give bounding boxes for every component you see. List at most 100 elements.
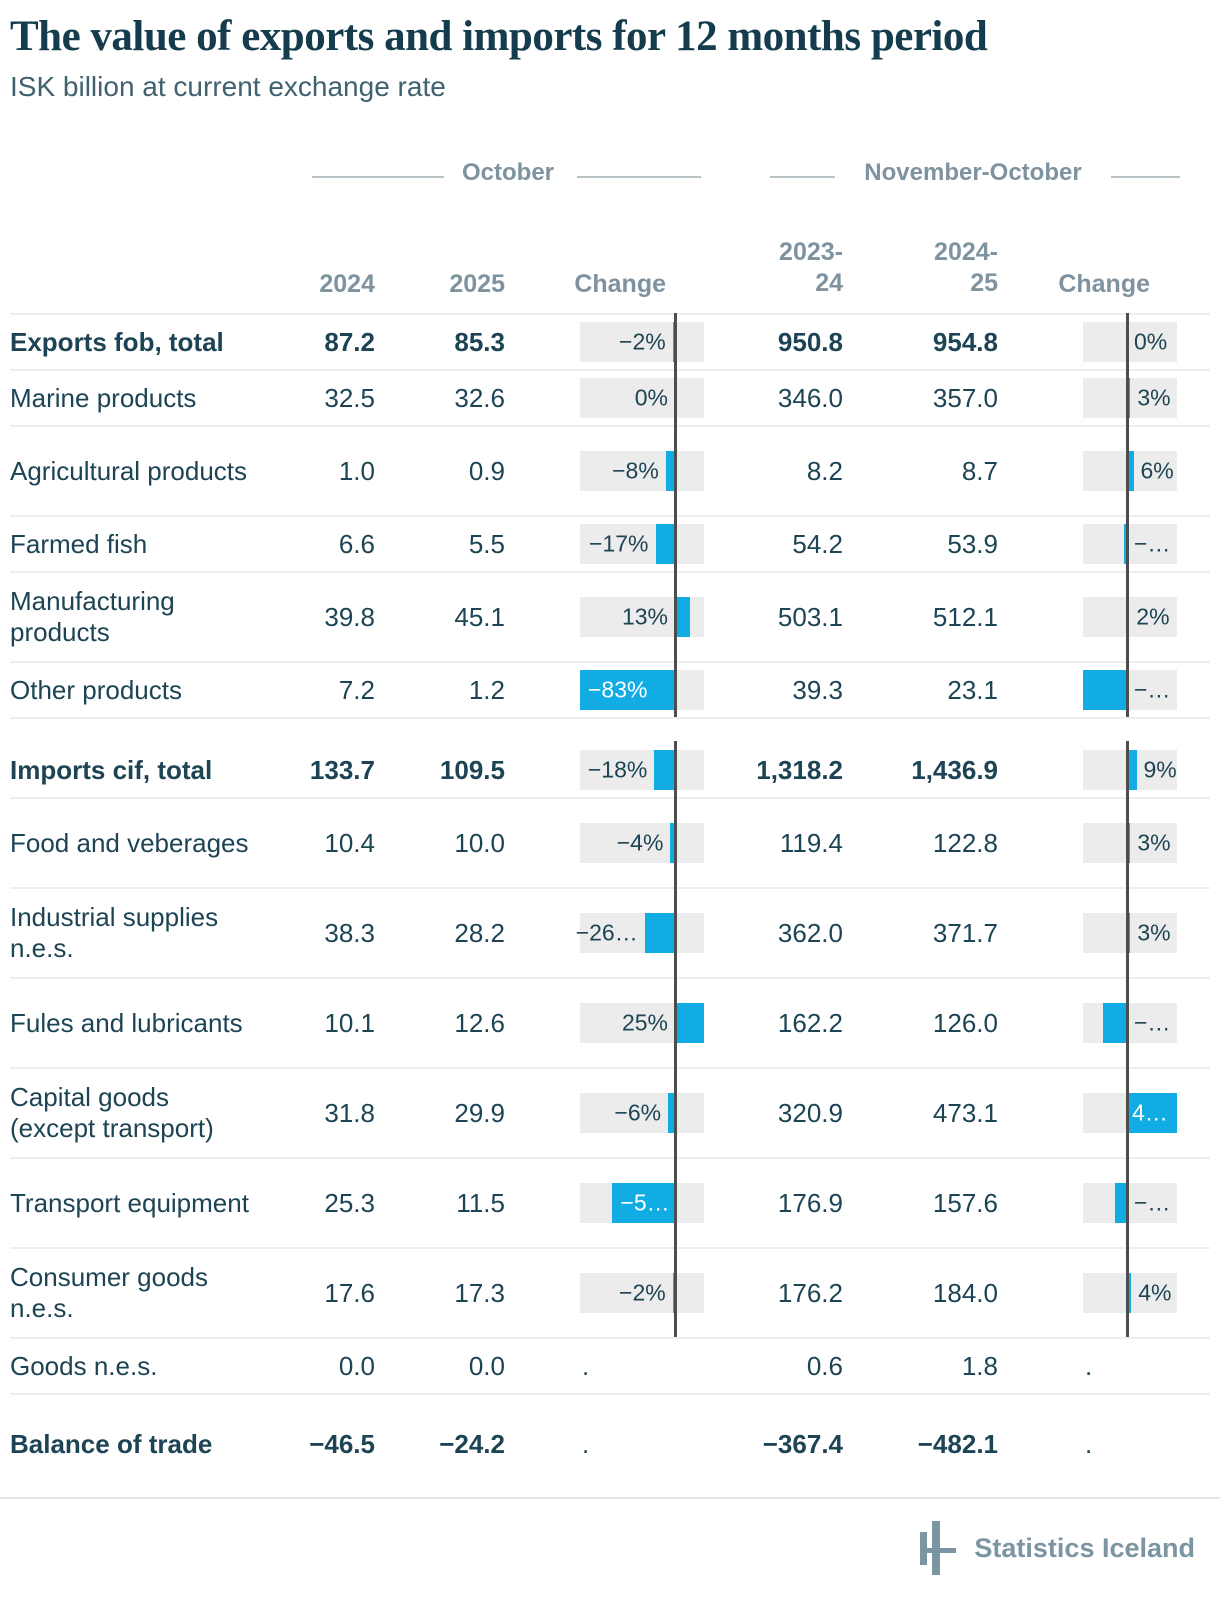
change-bar-track: 13% <box>580 597 704 638</box>
column-group-header: October November-October <box>10 159 1210 195</box>
value-cell: 1,436.9 <box>911 754 998 785</box>
zero-axis-line <box>1126 369 1129 426</box>
zero-axis-line <box>1126 661 1129 718</box>
change-bar <box>580 670 675 711</box>
change-bar-track: 0% <box>1083 322 1177 363</box>
change-label: 6% <box>1140 457 1174 484</box>
value-cell: 176.2 <box>777 1277 843 1308</box>
value-cell: 10.4 <box>324 827 375 858</box>
value-cell: 32.5 <box>324 382 375 413</box>
value-cell: 38.3 <box>324 917 375 948</box>
change-label: . <box>1085 1350 1093 1381</box>
row-label: Exports fob, total <box>10 326 224 357</box>
change-cell: 6% <box>998 425 1177 516</box>
page-title: The value of exports and imports for 12 … <box>10 13 988 60</box>
value-cell: 45.1 <box>454 601 505 632</box>
change-bar <box>1127 451 1134 492</box>
change-label: 2% <box>1136 603 1170 630</box>
change-bar-track: −6% <box>580 1093 704 1134</box>
change-bar <box>1124 524 1127 565</box>
value-cell: 1.2 <box>468 674 505 705</box>
change-bar-track: −… <box>1083 670 1177 711</box>
row-label: Industrial supplies n.e.s. <box>10 902 219 964</box>
row-label: Consumer goods n.e.s. <box>10 1262 208 1324</box>
table-row: Fules and lubricants 10.1 12.6 25% 162.2 126.… <box>10 977 1210 1068</box>
value-cell: 122.8 <box>932 827 998 858</box>
statistics-iceland-logo-icon <box>920 1521 957 1576</box>
value-cell: 357.0 <box>932 382 998 413</box>
change-cell: 0% <box>505 369 704 426</box>
row-label: Other products <box>10 674 182 705</box>
value-cell: 10.0 <box>454 827 505 858</box>
change-cell: −26… <box>505 887 704 978</box>
change-bar <box>1115 1183 1127 1224</box>
zero-axis-line <box>1126 977 1129 1068</box>
table-row: Transport equipment 25.3 11.5 −5… 176.9 157.6… <box>10 1157 1210 1248</box>
value-cell: 85.3 <box>454 326 505 357</box>
brand-name: Statistics Iceland <box>974 1532 1195 1563</box>
zero-axis-line <box>674 1247 677 1338</box>
change-bar-track: −26… <box>576 913 704 954</box>
change-cell: 9% <box>998 741 1177 798</box>
change-label: −8% <box>612 457 659 484</box>
change-cell: . <box>505 1339 704 1393</box>
zero-axis-line <box>674 1067 677 1158</box>
change-cell: 3% <box>998 797 1177 888</box>
change-cell: . <box>505 1417 704 1471</box>
zero-axis-line <box>1126 571 1129 662</box>
value-cell: 126.0 <box>932 1007 998 1038</box>
change-bar-track: 9% <box>1083 750 1177 791</box>
group-label-november-october: November-October <box>864 159 1082 187</box>
change-label: 3% <box>1137 384 1171 411</box>
change-label: −5… <box>620 1189 670 1216</box>
change-bar <box>654 750 675 791</box>
change-label: −17% <box>589 530 649 557</box>
table-row: Marine products 32.5 32.6 0% 346.0 357.0 3% <box>10 369 1210 426</box>
row-label: Goods n.e.s. <box>10 1350 158 1381</box>
change-bar-track: −5… <box>580 1183 704 1224</box>
value-cell: −367.4 <box>762 1428 843 1459</box>
value-cell: 371.7 <box>932 917 998 948</box>
table-row: Farmed fish 6.6 5.5 −17% 54.2 53.9 −… <box>10 515 1210 572</box>
value-cell: 0.0 <box>468 1350 505 1381</box>
row-label: Imports cif, total <box>10 754 213 785</box>
zero-axis-line <box>674 741 677 798</box>
zero-axis-line <box>1126 741 1129 798</box>
zero-axis-line <box>674 571 677 662</box>
change-cell: 3% <box>998 887 1177 978</box>
divider-line <box>1111 176 1180 179</box>
value-cell: 17.6 <box>324 1277 375 1308</box>
change-label: 4% <box>1138 1279 1172 1306</box>
divider-line <box>577 176 701 179</box>
change-label: 3% <box>1137 829 1171 856</box>
change-bar-track: −2% <box>580 1273 704 1314</box>
change-bar-track: −… <box>1083 1003 1177 1044</box>
change-label: −… <box>1134 1189 1171 1216</box>
data-table: Exports fob, total 87.2 85.3 −2% 950.8 954.8 0… <box>10 313 1210 1471</box>
change-cell: −2% <box>505 1247 704 1338</box>
value-cell: 503.1 <box>777 601 843 632</box>
value-cell: 162.2 <box>777 1007 843 1038</box>
change-label: . <box>582 1428 590 1459</box>
value-cell: 39.8 <box>324 601 375 632</box>
change-cell: 25% <box>505 977 704 1068</box>
zero-axis-line <box>1126 1067 1129 1158</box>
change-bar-track: 2% <box>1083 597 1177 638</box>
change-bar-track: 25% <box>580 1003 704 1044</box>
change-bar-track: −2% <box>580 322 704 363</box>
zero-axis-line <box>674 425 677 516</box>
zero-axis-line <box>674 313 677 370</box>
change-bar-track: 6% <box>1083 451 1177 492</box>
table-row: Balance of trade −46.5 −24.2. −367.4 −482.1. <box>10 1393 1210 1471</box>
column-header-row: 2024 2025 Change 2023-24 2024-25 Change <box>10 195 1210 313</box>
change-bar <box>644 913 675 954</box>
change-bar-track: 4% <box>1083 1273 1177 1314</box>
zero-axis-line <box>674 515 677 572</box>
change-cell: −… <box>998 661 1177 718</box>
zero-axis-line <box>1126 1247 1129 1338</box>
change-label: −… <box>1134 530 1171 557</box>
change-bar-track: −… <box>1083 524 1177 565</box>
value-cell: 1,318.2 <box>756 754 843 785</box>
change-cell: −5… <box>505 1157 704 1248</box>
row-label: Agricultural products <box>10 455 247 486</box>
